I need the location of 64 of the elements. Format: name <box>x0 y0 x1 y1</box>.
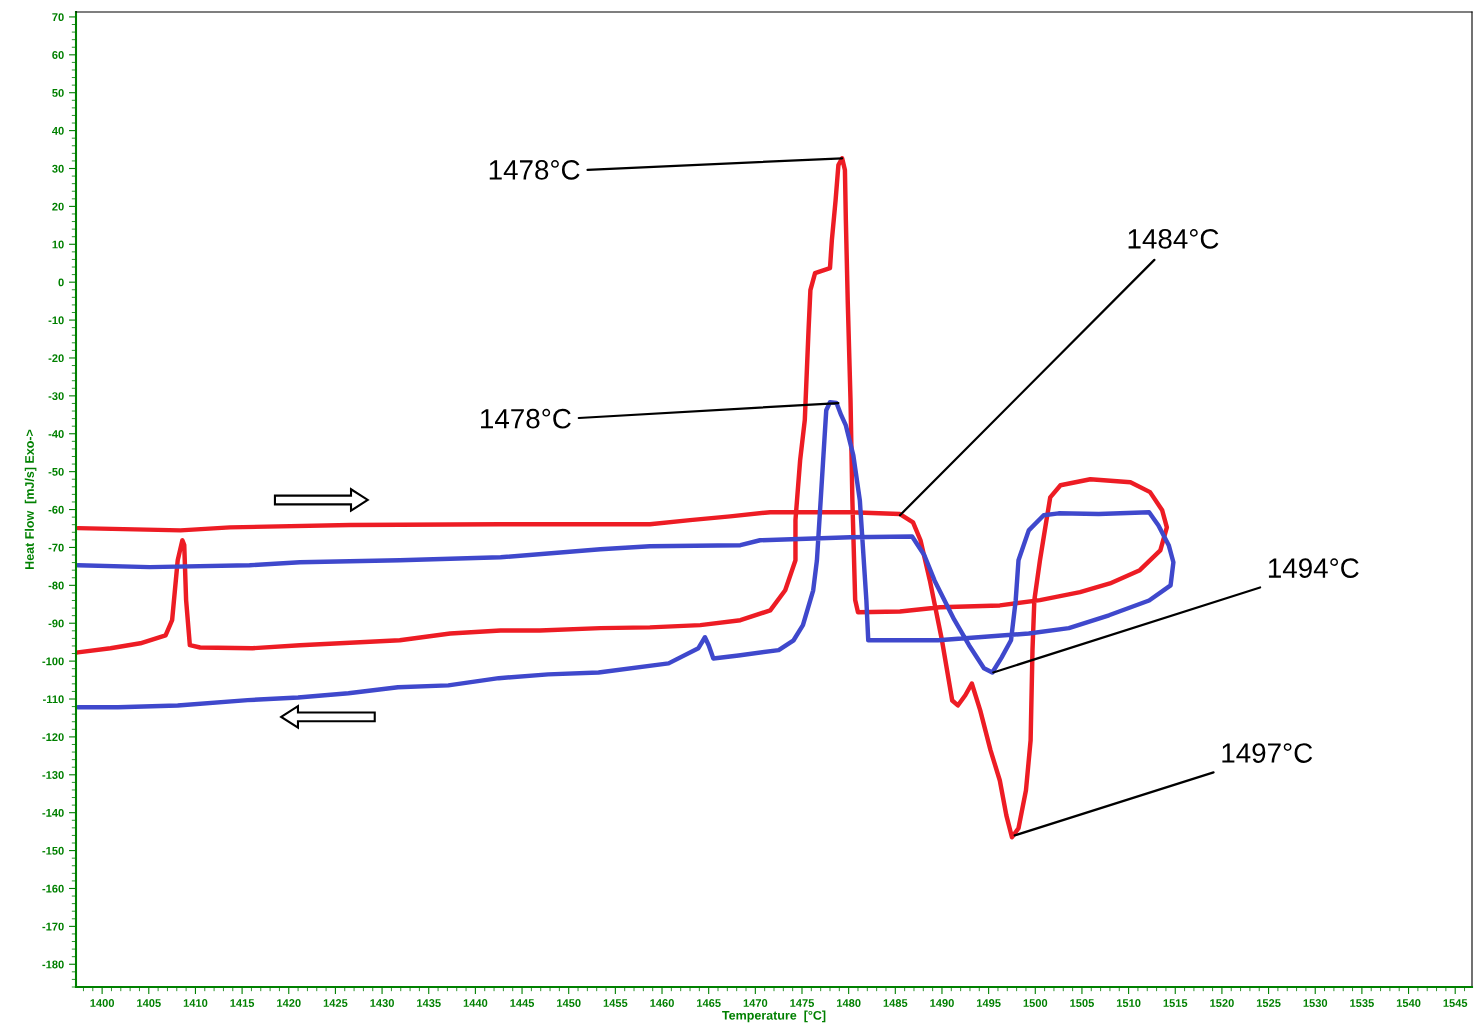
y-tick-label: 0 <box>58 278 64 287</box>
y-tick-label: -20 <box>48 354 64 363</box>
x-tick-label: 1430 <box>370 999 394 1007</box>
x-tick-label: 1440 <box>463 999 488 1007</box>
y-tick-label: -140 <box>42 808 64 817</box>
y-tick-label: -170 <box>42 922 64 931</box>
x-tick-label: 1540 <box>1396 999 1421 1007</box>
y-tick-label: 50 <box>52 88 64 97</box>
y-tick-label: 10 <box>52 240 64 249</box>
y-tick-label: -50 <box>48 467 64 476</box>
annotation: 1484°C <box>1128 229 1219 249</box>
y-tick-label: -180 <box>42 960 64 969</box>
y-tick-label: -60 <box>48 505 64 514</box>
y-tick-label: 60 <box>52 51 64 59</box>
x-tick-label: 1515 <box>1163 999 1188 1007</box>
annotation: 1497°C <box>1222 743 1313 763</box>
y-tick-label: -150 <box>42 846 64 855</box>
annotation: 1478°C <box>489 160 580 180</box>
x-tick-label: 1525 <box>1256 999 1281 1007</box>
y-tick-label: -110 <box>43 695 64 704</box>
y-tick-label: -100 <box>42 657 64 666</box>
y-tick-label: 70 <box>52 13 64 22</box>
x-tick-label: 1455 <box>603 999 628 1007</box>
y-tick-label: -30 <box>48 392 64 401</box>
y-tick-label: -90 <box>48 619 64 628</box>
x-tick-label: 1465 <box>697 999 721 1007</box>
x-axis-title: Temperature [°C] <box>722 1010 826 1023</box>
line-series <box>76 400 1176 710</box>
x-tick-label: 1490 <box>930 999 954 1007</box>
y-tick-label: -130 <box>42 771 64 779</box>
x-tick-label: 1435 <box>417 999 441 1007</box>
x-tick-label: 1530 <box>1303 999 1328 1007</box>
x-tick-label: 1475 <box>790 999 815 1007</box>
y-tick-label: -10 <box>48 316 64 325</box>
y-axis-title: Heat Flow [mJ/s] Exo-> <box>24 429 37 569</box>
x-tick-label: 1410 <box>183 999 208 1007</box>
y-tick-label: -80 <box>48 581 64 590</box>
x-tick-label: 1520 <box>1210 999 1234 1007</box>
y-tick-label: -70 <box>48 543 64 552</box>
x-tick-label: 1445 <box>510 999 535 1007</box>
x-tick-label: 1415 <box>230 999 255 1007</box>
annotation: 1494°C <box>1268 558 1359 578</box>
x-tick-label: 1535 <box>1350 999 1374 1007</box>
x-tick-label: 1420 <box>277 999 301 1007</box>
x-tick-label: 1495 <box>976 999 1001 1007</box>
annotation: 1478°C <box>481 408 571 429</box>
x-tick-label: 1425 <box>323 999 348 1007</box>
y-tick-label: 20 <box>52 202 64 211</box>
x-tick-label: 1400 <box>90 999 115 1007</box>
x-tick-label: 1500 <box>1023 999 1048 1007</box>
x-tick-label: 1470 <box>743 999 768 1007</box>
y-tick-label: -40 <box>48 430 64 438</box>
y-tick-label: 30 <box>52 164 64 173</box>
x-tick-label: 1480 <box>836 999 861 1007</box>
y-tick-label: 40 <box>52 126 64 135</box>
x-tick-label: 1545 <box>1443 999 1468 1007</box>
x-tick-label: 1450 <box>557 999 581 1007</box>
x-tick-label: 1510 <box>1116 999 1141 1007</box>
y-tick-label: -160 <box>42 884 64 893</box>
x-tick-label: 1460 <box>650 999 674 1007</box>
x-tick-label: 1505 <box>1070 999 1094 1007</box>
y-tick-label: -120 <box>42 733 64 742</box>
x-tick-label: 1405 <box>137 999 161 1007</box>
x-tick-label: 1485 <box>883 999 908 1007</box>
